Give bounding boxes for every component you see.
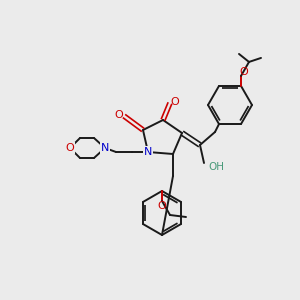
Text: O: O <box>158 201 166 211</box>
Text: N: N <box>101 143 109 153</box>
Text: O: O <box>171 97 179 107</box>
Text: OH: OH <box>208 162 224 172</box>
Text: O: O <box>240 67 248 77</box>
Text: O: O <box>66 143 74 153</box>
Text: O: O <box>115 110 123 120</box>
Text: N: N <box>144 147 152 157</box>
